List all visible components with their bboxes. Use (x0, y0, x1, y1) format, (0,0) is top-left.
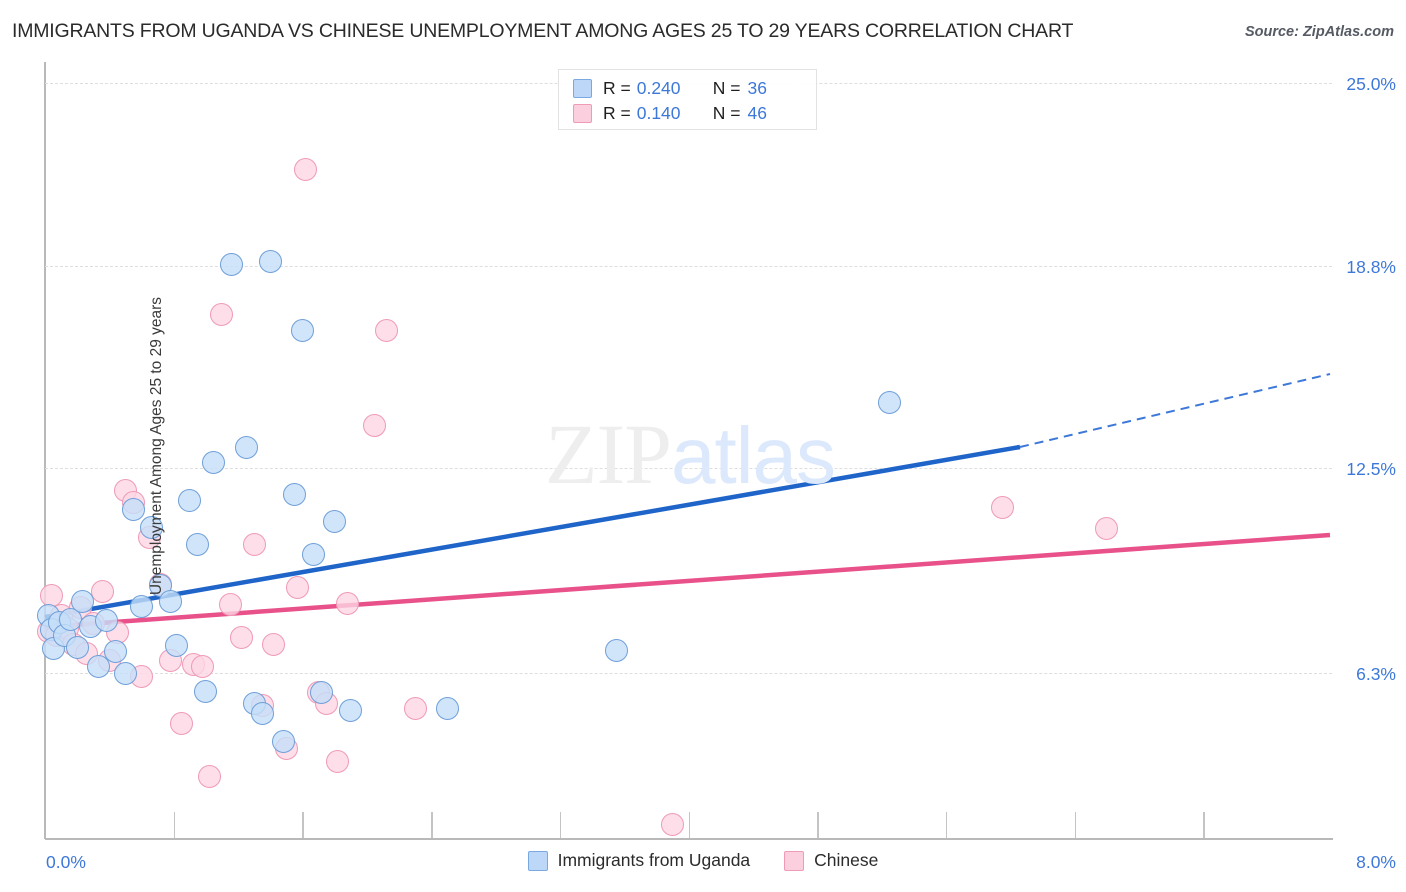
scatter-point-uganda (158, 590, 182, 614)
x-axis-tick (173, 812, 176, 838)
scatter-point-chinese (403, 697, 427, 721)
scatter-point-chinese (91, 580, 115, 604)
scatter-point-uganda (65, 635, 89, 659)
r-value-uganda: 0.240 (636, 78, 681, 98)
x-axis-tick (559, 812, 562, 838)
trend-line-uganda-dashed (1019, 373, 1331, 448)
gridline-6_3 (45, 673, 1332, 674)
n-value-chinese: 46 (747, 103, 767, 123)
x-axis-tick (1074, 812, 1077, 838)
y-axis-title: Unemployment Among Ages 25 to 29 years (148, 296, 166, 596)
gridline-18_8 (45, 266, 1332, 267)
n-label-uganda: N = (712, 78, 741, 98)
y-tick-label-25: 25.0% (1346, 74, 1396, 94)
scatter-point-uganda (194, 679, 218, 703)
scatter-point-chinese (363, 414, 387, 438)
scatter-point-uganda (165, 634, 189, 658)
scatter-point-chinese (374, 318, 398, 342)
scatter-point-chinese (191, 654, 215, 678)
page-title: IMMIGRANTS FROM UGANDA VS CHINESE UNEMPL… (12, 20, 1074, 42)
legend-swatch-uganda (573, 79, 592, 98)
scatter-point-chinese (1095, 516, 1119, 540)
scatter-point-chinese (286, 575, 310, 599)
legend-marker-uganda (527, 850, 548, 871)
legend-label-chinese: Chinese (814, 850, 879, 870)
x-axis-tick (431, 812, 433, 838)
y-tick-label-6-3: 6.3% (1356, 664, 1396, 684)
scatter-point-chinese (197, 764, 221, 788)
correlation-row-uganda: R = 0.240 N = 36 (573, 76, 804, 101)
scatter-point-uganda (323, 509, 347, 533)
scatter-point-uganda (121, 497, 145, 521)
scatter-point-uganda (113, 662, 137, 686)
scatter-point-uganda (186, 533, 210, 557)
scatter-point-chinese (294, 157, 318, 181)
scatter-point-uganda (339, 698, 363, 722)
scatter-point-chinese (242, 533, 266, 557)
scatter-point-chinese (990, 496, 1014, 520)
scatter-point-chinese (170, 712, 194, 736)
scatter-point-uganda (202, 450, 226, 474)
scatter-point-uganda (310, 681, 334, 705)
scatter-point-chinese (218, 593, 242, 617)
scatter-point-uganda (86, 654, 110, 678)
r-value-chinese: 0.140 (636, 103, 681, 123)
trend-line-uganda-solid (44, 444, 1021, 620)
x-axis-tick (302, 812, 304, 838)
n-label-chinese: N = (712, 103, 741, 123)
scatter-point-uganda (282, 483, 306, 507)
scatter-point-uganda (290, 318, 314, 342)
scatter-point-uganda (94, 609, 118, 633)
scatter-point-uganda (220, 252, 244, 276)
x-axis-line (45, 838, 1333, 840)
scatter-point-chinese (261, 632, 285, 656)
legend-item-chinese[interactable]: Chinese (784, 850, 878, 871)
x-axis-min-label: 0.0% (46, 852, 86, 872)
y-tick-label-12-5: 12.5% (1346, 459, 1396, 479)
x-axis-max-label: 8.0% (1356, 852, 1396, 872)
gridline-12_5 (45, 468, 1332, 469)
scatter-point-uganda (178, 489, 202, 513)
scatter-point-uganda (302, 543, 326, 567)
x-axis-tick (1203, 812, 1205, 838)
scatter-point-uganda (435, 697, 459, 721)
scatter-point-uganda (234, 436, 258, 460)
scatter-point-uganda (878, 390, 902, 414)
scatter-point-chinese (660, 813, 684, 837)
scatter-point-uganda (258, 250, 282, 273)
scatter-point-uganda (70, 590, 94, 614)
scatter-point-chinese (229, 625, 253, 649)
scatter-point-uganda (271, 729, 295, 753)
x-axis-tick (945, 812, 948, 838)
r-label-chinese: R = (603, 103, 631, 123)
scatter-point-chinese (335, 591, 359, 615)
y-tick-label-18-8: 18.8% (1346, 257, 1396, 277)
correlation-row-chinese: R = 0.140 N = 46 (573, 101, 804, 126)
legend-swatch-chinese (573, 104, 592, 123)
scatter-point-chinese (210, 302, 234, 326)
legend-marker-chinese (784, 850, 805, 871)
n-value-uganda: 36 (747, 78, 767, 98)
scatter-point-uganda (104, 640, 128, 664)
x-axis-tick (688, 812, 690, 838)
r-label-uganda: R = (603, 78, 631, 98)
legend-label-uganda: Immigrants from Uganda (557, 850, 751, 870)
series-legend: Immigrants from Uganda Chinese (0, 850, 1406, 871)
scatter-point-uganda (250, 701, 274, 725)
x-axis-tick (817, 812, 819, 838)
scatter-point-uganda (130, 594, 154, 618)
scatter-point-uganda (604, 638, 628, 662)
scatter-point-uganda (139, 515, 163, 539)
legend-item-uganda[interactable]: Immigrants from Uganda (527, 850, 751, 871)
scatter-point-chinese (326, 750, 350, 774)
source-attribution: Source: ZipAtlas.com (1244, 24, 1394, 40)
correlation-legend: R = 0.240 N = 36 R = 0.140 N = 46 (558, 69, 817, 130)
